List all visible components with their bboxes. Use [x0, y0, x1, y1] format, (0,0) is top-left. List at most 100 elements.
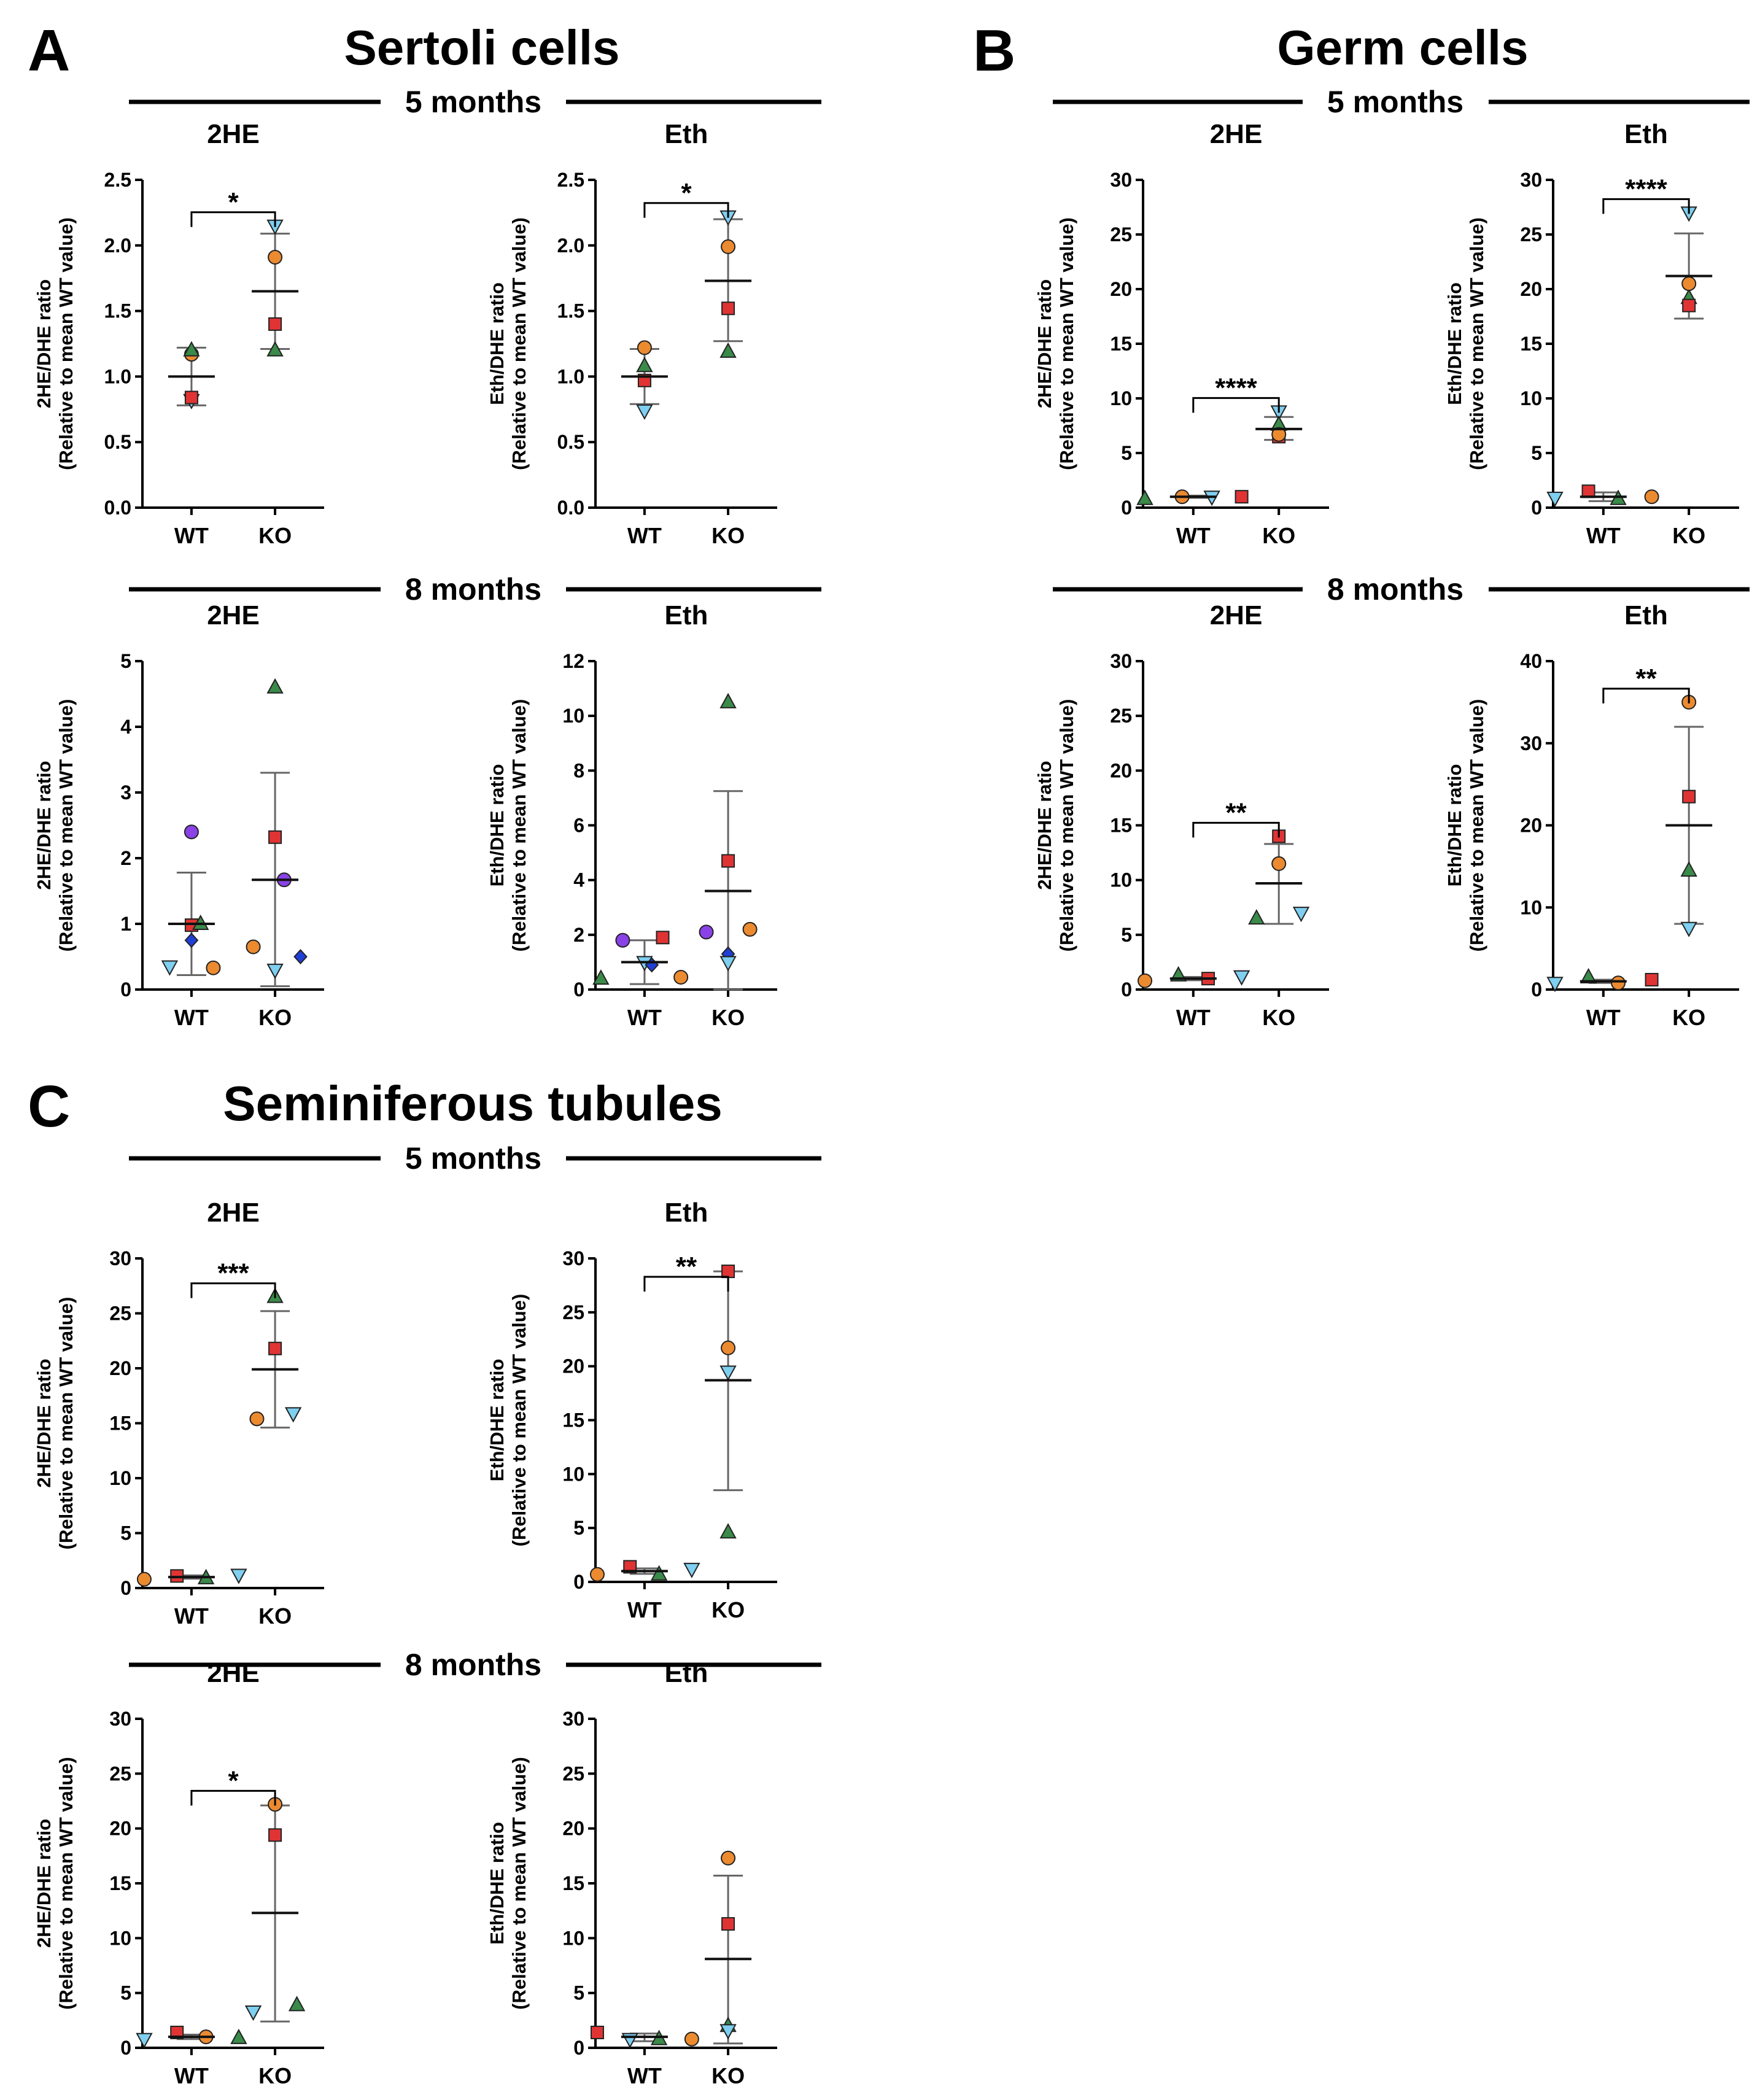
chart-a-5months-2he: 2HE 2HE/DHE ratio (Relative to mean WT val…: [33, 119, 324, 548]
y-tick-label: 20: [109, 1818, 131, 1840]
data-point-ko-purple: [699, 924, 714, 940]
data-point-ko-lightblue: [266, 963, 284, 979]
y-axis-label-sub: (Relative to mean WT value): [55, 699, 77, 952]
chart-title: Eth: [665, 119, 708, 149]
y-axis-label: Eth/DHE ratio: [1444, 764, 1465, 887]
significance-bracket: [1602, 688, 1690, 703]
y-tick-label: 1.0: [557, 365, 584, 387]
y-axis-label: 2HE/DHE ratio: [1034, 279, 1055, 408]
chart-title: 2HE: [207, 119, 260, 149]
data-point-wt-orange: [673, 969, 689, 985]
data-point-ko-orange: [249, 1411, 265, 1427]
panel-letter-b: B: [973, 18, 1015, 83]
y-axis-label: 2HE/DHE ratio: [33, 1819, 55, 1948]
y-tick-label: 0: [573, 1571, 584, 1593]
y-axis-label-sub: (Relative to mean WT value): [508, 217, 530, 470]
y-axis-label-sub: (Relative to mean WT value): [508, 699, 530, 952]
y-tick-label: 2.0: [104, 234, 131, 257]
data-point-ko-blue: [293, 949, 308, 964]
chart-a-8months-2he: 2HE 2HE/DHE ratio (Relative to mean WT val…: [33, 600, 324, 1030]
data-point-ko-red: [721, 1265, 735, 1279]
chart-title: Eth: [665, 600, 708, 630]
y-tick-label: 5: [120, 1522, 131, 1544]
data-point-wt-red: [590, 2025, 604, 2039]
y-axis-label: Eth/DHE ratio: [486, 1359, 508, 1482]
y-tick-label: 0: [1531, 978, 1542, 1001]
y-tick-label: 0: [1121, 978, 1132, 1001]
significance-label: **: [1635, 664, 1657, 694]
data-point-wt-purple: [184, 824, 199, 840]
y-tick-label: 10: [1110, 869, 1132, 891]
data-point-wt-green: [1136, 489, 1153, 505]
y-tick-label: 25: [1110, 705, 1132, 727]
x-category-label: KO: [258, 2063, 292, 2088]
y-axis-label-sub: (Relative to mean WT value): [55, 1757, 77, 2010]
chart-c-5months-eth: Eth Eth/DHE ratio (Relative to mean WT val…: [486, 1198, 777, 1622]
data-point-ko-orange: [721, 239, 736, 254]
y-tick-label: 5: [573, 1517, 584, 1539]
y-axis-label-sub: (Relative to mean WT value): [55, 217, 77, 470]
chart-title: Eth: [1624, 119, 1668, 149]
data-point-ko-green: [288, 1996, 306, 2012]
y-tick-label: 1.5: [104, 300, 131, 322]
data-point-ko-red: [721, 1917, 735, 1931]
y-axis-label: 2HE/DHE ratio: [33, 1358, 55, 1487]
data-point-ko-lightblue: [719, 956, 737, 972]
data-point-wt-green: [230, 2028, 247, 2044]
significance-bracket: [1602, 198, 1690, 214]
significance-bracket: [190, 211, 276, 227]
data-point-wt-orange: [684, 2031, 699, 2047]
data-point-ko-orange: [268, 250, 283, 265]
x-category-label: KO: [1672, 1005, 1705, 1030]
y-axis-label: Eth/DHE ratio: [1444, 282, 1465, 405]
x-category-label: KO: [711, 1597, 745, 1622]
y-tick-label: 25: [109, 1303, 131, 1325]
y-axis-label: Eth/DHE ratio: [486, 282, 508, 405]
data-point-wt-orange: [1138, 973, 1153, 988]
y-tick-label: 10: [562, 1463, 584, 1485]
panel-letter-a: A: [28, 18, 70, 83]
significance-bracket: [643, 202, 729, 218]
y-axis-label-sub: (Relative to mean WT value): [1056, 699, 1077, 952]
group-label-a-8m: 8 months: [405, 572, 541, 606]
data-point-ko-orange: [1271, 427, 1287, 442]
y-tick-label: 30: [1520, 169, 1542, 191]
y-tick-label: 30: [562, 1708, 584, 1730]
group-label-c-8m: 8 months: [405, 1648, 541, 1682]
data-point-wt-lightblue: [136, 2032, 153, 2048]
data-point-wt-green: [1580, 967, 1597, 983]
data-point-wt-purple: [615, 932, 630, 948]
y-tick-label: 0: [1531, 497, 1542, 519]
data-point-wt-green: [650, 1565, 668, 1581]
chart-title: 2HE: [1210, 119, 1263, 149]
data-point-wt-orange: [637, 340, 652, 355]
y-tick-label: 0: [120, 978, 131, 1001]
x-category-label: WT: [174, 1005, 209, 1030]
y-tick-label: 0: [1121, 497, 1132, 519]
data-point-ko-green: [719, 342, 737, 358]
y-tick-label: 1.5: [557, 300, 584, 322]
chart-title: Eth: [1624, 600, 1668, 630]
data-point-ko-orange: [742, 921, 758, 937]
y-tick-label: 10: [109, 1467, 131, 1489]
chart-c-8months-eth: Eth Eth/DHE ratio (Relative to mean WT val…: [486, 1658, 777, 2088]
y-tick-label: 5: [1531, 442, 1542, 464]
data-point-ko-lightblue: [284, 1407, 302, 1423]
y-tick-label: 20: [109, 1357, 131, 1379]
significance-bracket: [643, 1276, 729, 1292]
significance-label: *: [228, 1765, 239, 1796]
y-tick-label: 2.5: [104, 169, 131, 191]
x-category-label: KO: [1262, 523, 1295, 548]
y-axis-label-sub: (Relative to mean WT value): [508, 1294, 530, 1547]
data-point-ko-green: [1680, 861, 1697, 877]
y-tick-label: 10: [1520, 896, 1542, 918]
chart-b-8months-2he: 2HE 2HE/DHE ratio (Relative to mean WT val…: [1034, 600, 1329, 1030]
data-point-ko-green: [266, 341, 284, 357]
y-axis-label-sub: (Relative to mean WT value): [55, 1297, 77, 1550]
y-tick-label: 3: [120, 781, 131, 804]
y-tick-label: 20: [562, 1355, 584, 1377]
y-tick-label: 5: [1121, 924, 1132, 946]
chart-a-8months-eth: Eth Eth/DHE ratio (Relative to mean WT val…: [486, 600, 777, 1030]
data-point-wt-orange: [136, 1571, 152, 1587]
